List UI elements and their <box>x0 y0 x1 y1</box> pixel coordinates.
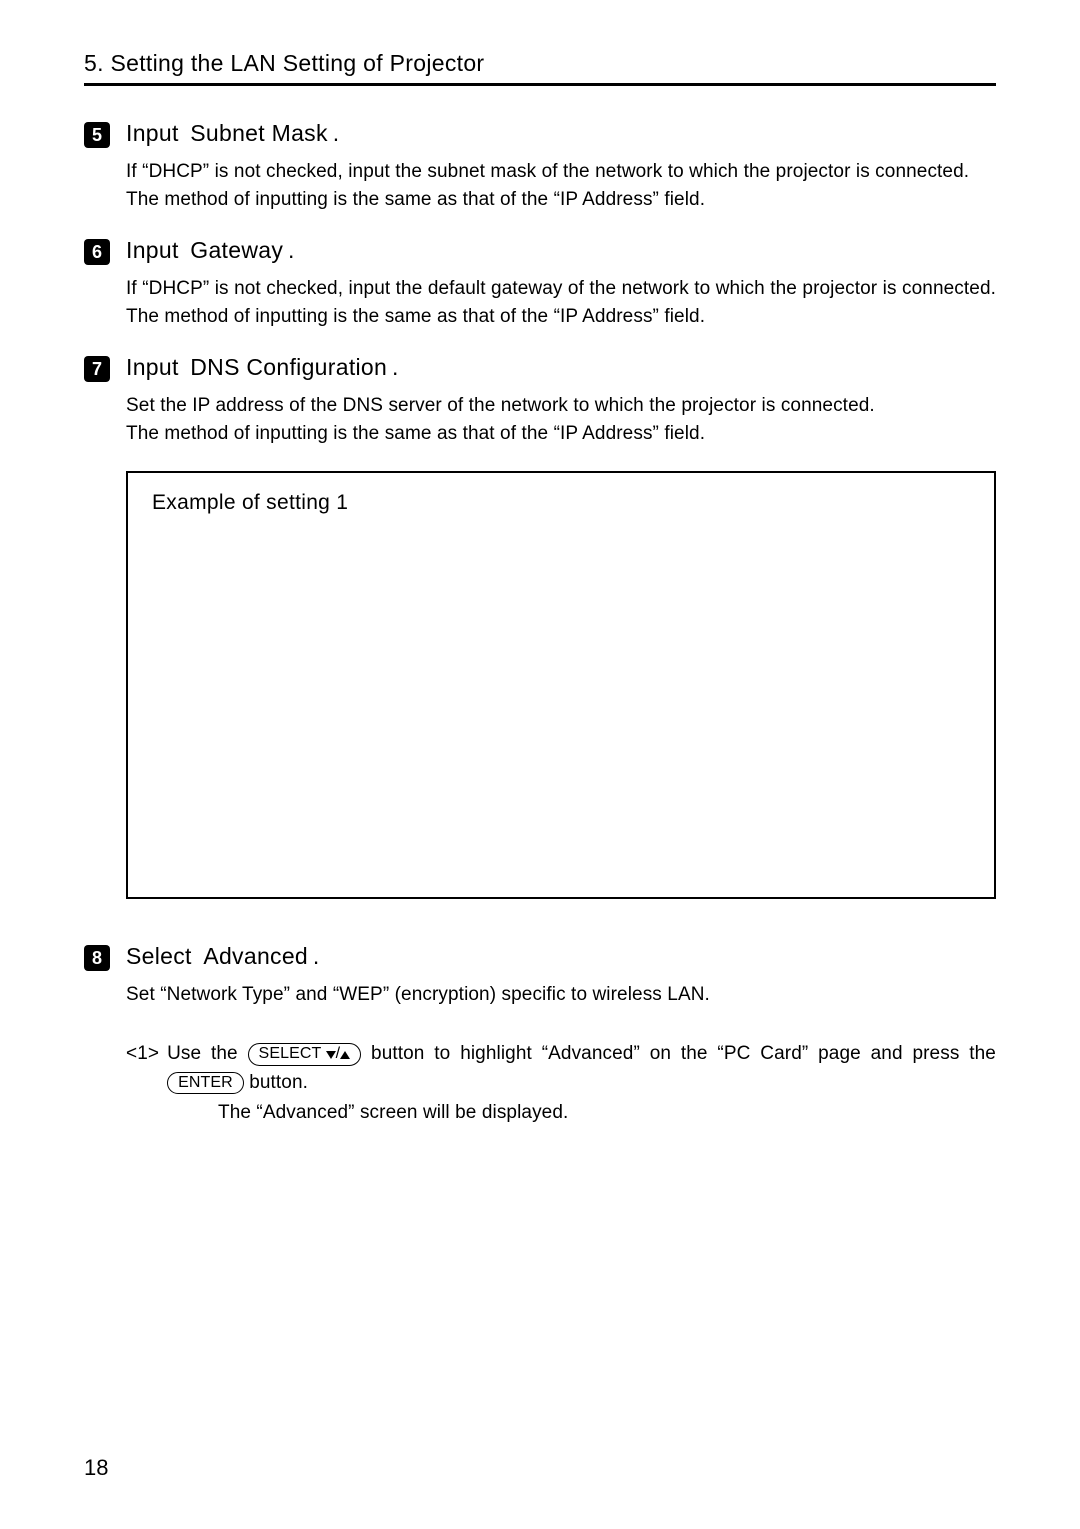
triangle-down-icon <box>326 1045 336 1065</box>
step-6-body: If “DHCP” is not checked, input the defa… <box>126 275 996 330</box>
step-8-body: Set “Network Type” and “WEP” (encryption… <box>126 981 996 1009</box>
step-7-body-line1: Set the IP address of the DNS server of … <box>126 395 875 416</box>
step-5-title: Input Subnet Mask . <box>126 120 339 147</box>
step-6-header: 6 Input Gateway . <box>84 237 996 265</box>
example-box: Example of setting 1 <box>126 471 996 899</box>
step-7-body: Set the IP address of the DNS server of … <box>126 392 996 447</box>
step-8-badge: 8 <box>84 945 110 971</box>
step-6-title: Input Gateway . <box>126 237 295 264</box>
step-7-header: 7 Input DNS Configuration . <box>84 354 996 382</box>
select-key-label: SELECT <box>259 1045 322 1062</box>
step-7-title: Input DNS Configuration . <box>126 354 399 381</box>
step-5-badge: 5 <box>84 122 110 148</box>
substep-1: <1> Use the SELECT / button to highlight… <box>126 1039 996 1098</box>
substep-1-follow: The “Advanced” screen will be displayed. <box>126 1098 996 1127</box>
step-5-header: 5 Input Subnet Mask . <box>84 120 996 148</box>
substep-1-mid: button to highlight “Advanced” on the “P… <box>371 1043 996 1064</box>
section-title: 5. Setting the LAN Setting of Projector <box>84 50 996 86</box>
step-8-title: Select Advanced . <box>126 943 320 970</box>
substep-1-text: Use the SELECT / button to highlight “Ad… <box>167 1039 996 1098</box>
step-7-body-line2: The method of inputting is the same as t… <box>126 423 705 444</box>
select-key: SELECT / <box>248 1043 362 1066</box>
enter-key: ENTER <box>167 1072 244 1094</box>
triangle-up-icon <box>340 1045 350 1065</box>
step-8-header: 8 Select Advanced . <box>84 943 996 971</box>
step-6-badge: 6 <box>84 239 110 265</box>
page-number: 18 <box>84 1455 108 1481</box>
example-box-title: Example of setting 1 <box>152 491 970 515</box>
step-7-badge: 7 <box>84 356 110 382</box>
substep-1-label: <1> <box>126 1039 159 1098</box>
substep-1-suffix: button. <box>249 1072 308 1093</box>
step-5-body: If “DHCP” is not checked, input the subn… <box>126 158 996 213</box>
substep-1-prefix: Use the <box>167 1043 238 1064</box>
